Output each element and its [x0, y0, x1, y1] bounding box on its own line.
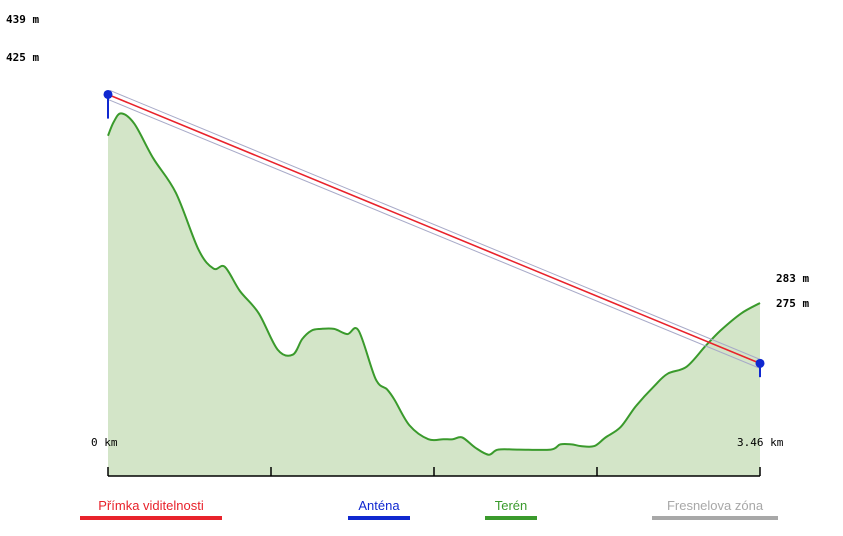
terrain-layer — [107, 112, 761, 477]
start-antenna-point — [103, 89, 113, 99]
line-of-sight — [107, 93, 761, 365]
x-tick-label-end: 3.46 km — [737, 436, 784, 449]
fresnel-zone-lower-line — [107, 99, 761, 369]
legend-label-antenna: Anténa — [358, 498, 400, 513]
end-ground-elevation-label: 275 m — [776, 297, 809, 310]
terrain-area — [108, 113, 760, 477]
legend-swatch-line-of-sight — [80, 516, 222, 520]
line-of-sight-layer — [107, 93, 761, 365]
legend-label-terrain: Terén — [494, 498, 528, 513]
x-axis — [107, 467, 761, 477]
legend-swatch-antenna — [348, 516, 410, 520]
end-antenna-elevation-label: 283 m — [776, 272, 809, 285]
legend-item-fresnel-zone: Fresnelova zóna — [652, 498, 778, 520]
fresnel-zone-layer — [107, 90, 761, 369]
fresnel-zone-upper-line — [109, 90, 761, 360]
legend-swatch-fresnel-zone — [652, 516, 778, 520]
legend-item-antenna: Anténa — [348, 498, 410, 520]
legend-item-line-of-sight: Přímka viditelnosti — [80, 498, 222, 520]
end-antenna-point — [755, 358, 765, 368]
start-ground-elevation-label: 425 m — [6, 51, 39, 64]
antenna-layer — [103, 89, 765, 378]
legend-item-terrain: Terén — [485, 498, 537, 520]
legend-label-line-of-sight: Přímka viditelnosti — [98, 498, 204, 513]
legend-swatch-terrain — [485, 516, 537, 520]
start-antenna-elevation-label: 439 m — [6, 13, 39, 26]
x-tick-label-start: 0 km — [91, 436, 118, 449]
terrain-line — [107, 112, 761, 456]
legend-label-fresnel-zone: Fresnelova zóna — [666, 498, 764, 513]
